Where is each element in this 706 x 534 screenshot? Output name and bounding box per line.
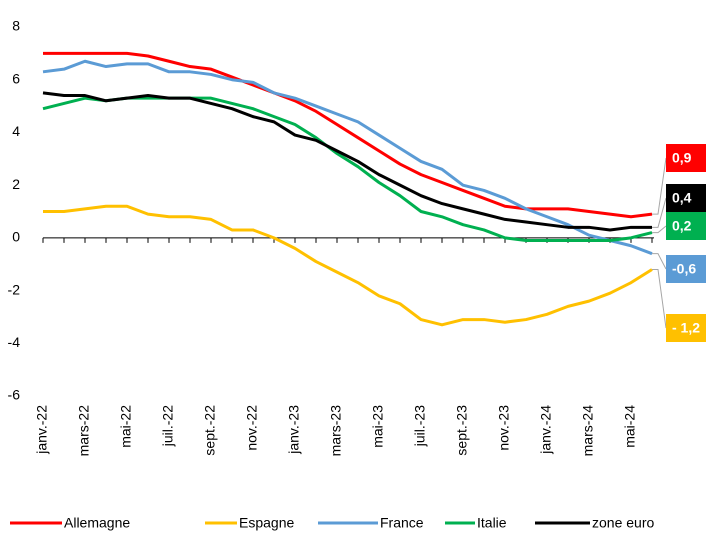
y-tick-label: 2 — [12, 176, 20, 192]
leader-line — [652, 197, 667, 228]
legend-label: Allemagne — [64, 515, 130, 531]
label-box — [666, 144, 706, 172]
series-line — [42, 96, 653, 242]
end-label: 0,4 — [672, 190, 692, 206]
label-box — [666, 184, 706, 212]
x-tick-label: mai-22 — [118, 405, 134, 448]
x-tick-label: mars-24 — [580, 405, 596, 457]
label-box — [666, 314, 706, 342]
y-tick-label: 4 — [12, 123, 20, 139]
y-tick-label: 6 — [12, 70, 20, 86]
series-line — [43, 204, 653, 327]
leader-line — [652, 225, 667, 234]
x-tick-label: mai-24 — [622, 405, 638, 448]
x-tick-label: juil.-23 — [412, 405, 428, 447]
label-box — [666, 255, 706, 283]
x-tick-label: mai-23 — [370, 405, 386, 448]
end-label: 0,9 — [672, 150, 692, 166]
leader-line — [652, 253, 667, 270]
leader-line — [652, 157, 667, 215]
x-tick-label: nov.-23 — [496, 405, 512, 451]
legend-label: Espagne — [239, 515, 294, 531]
x-tick-label: janv.-24 — [538, 405, 554, 455]
x-tick-label: nov.-22 — [244, 405, 260, 451]
x-tick-label: sept.-22 — [202, 405, 218, 456]
x-tick-label: mars-23 — [328, 405, 344, 457]
x-tick-label: juil.-22 — [160, 405, 176, 447]
end-label: -0,6 — [672, 261, 696, 277]
x-tick-label: janv.-22 — [34, 405, 50, 455]
end-label: - 1,2 — [672, 320, 700, 336]
x-tick-label: mars-22 — [76, 405, 92, 457]
series-line — [42, 59, 653, 256]
legend-label: Italie — [477, 515, 507, 531]
series-line — [43, 51, 653, 219]
legend-label: France — [380, 515, 424, 531]
series-line — [42, 91, 652, 232]
y-tick-label: -2 — [8, 281, 21, 297]
y-tick-label: 0 — [12, 229, 20, 245]
leader-line — [652, 268, 667, 329]
y-tick-label: 8 — [12, 18, 20, 34]
x-tick-label: janv.-23 — [286, 405, 302, 455]
end-label: 0,2 — [672, 218, 692, 234]
y-tick-label: -4 — [8, 334, 21, 350]
y-tick-label: -6 — [8, 387, 21, 403]
label-box — [666, 212, 706, 240]
x-tick-label: sept.-23 — [454, 405, 470, 456]
legend-label: zone euro — [592, 515, 654, 531]
